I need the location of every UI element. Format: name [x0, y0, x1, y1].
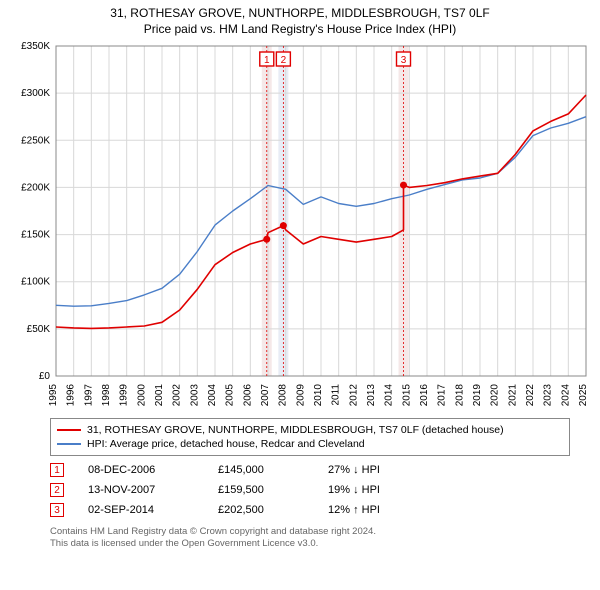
- svg-text:£50K: £50K: [27, 324, 51, 335]
- svg-text:1996: 1996: [66, 384, 77, 407]
- svg-text:£150K: £150K: [21, 230, 50, 241]
- svg-text:£250K: £250K: [21, 135, 50, 146]
- svg-text:2015: 2015: [401, 384, 412, 407]
- svg-text:2016: 2016: [419, 384, 430, 407]
- legend-item-hpi: HPI: Average price, detached house, Redc…: [57, 437, 563, 451]
- transaction-row: 3 02-SEP-2014 £202,500 12% ↑ HPI: [50, 500, 590, 520]
- transaction-price: £159,500: [218, 484, 328, 496]
- legend-item-property: 31, ROTHESAY GROVE, NUNTHORPE, MIDDLESBR…: [57, 423, 563, 437]
- svg-text:2004: 2004: [207, 384, 218, 407]
- svg-text:1995: 1995: [48, 384, 59, 407]
- svg-text:2012: 2012: [348, 384, 359, 407]
- svg-text:£200K: £200K: [21, 182, 50, 193]
- svg-text:£0: £0: [39, 371, 51, 382]
- svg-text:£350K: £350K: [21, 42, 50, 52]
- transaction-price: £202,500: [218, 504, 328, 516]
- svg-text:2011: 2011: [331, 384, 342, 406]
- svg-text:2021: 2021: [507, 384, 518, 407]
- footer-line1: Contains HM Land Registry data © Crown c…: [50, 526, 590, 538]
- transaction-date: 02-SEP-2014: [88, 504, 218, 516]
- transaction-price: £145,000: [218, 464, 328, 476]
- transaction-marker-3: 3: [50, 503, 64, 517]
- price-chart: £0 £50K £100K £150K £200K £250K £300K £350K 1995…: [10, 42, 590, 412]
- transaction-row: 2 13-NOV-2007 £159,500 19% ↓ HPI: [50, 480, 590, 500]
- transaction-diff: 19% ↓ HPI: [328, 484, 448, 496]
- svg-text:2005: 2005: [225, 384, 236, 407]
- svg-text:2003: 2003: [189, 384, 200, 407]
- chart-container: 31, ROTHESAY GROVE, NUNTHORPE, MIDDLESBR…: [0, 0, 600, 590]
- svg-text:2022: 2022: [525, 384, 536, 407]
- transaction-marker-2: 2: [50, 483, 64, 497]
- transaction-date: 13-NOV-2007: [88, 484, 218, 496]
- transaction-diff: 27% ↓ HPI: [328, 464, 448, 476]
- chart-area: £0 £50K £100K £150K £200K £250K £300K £350K 1995…: [10, 42, 590, 412]
- svg-text:2006: 2006: [242, 384, 253, 407]
- svg-text:2010: 2010: [313, 384, 324, 407]
- transactions-table: 1 08-DEC-2006 £145,000 27% ↓ HPI 2 13-NO…: [50, 460, 590, 520]
- svg-text:2017: 2017: [437, 384, 448, 407]
- legend-label-hpi: HPI: Average price, detached house, Redc…: [87, 438, 365, 450]
- svg-text:2002: 2002: [172, 384, 183, 407]
- svg-text:2020: 2020: [490, 384, 501, 407]
- svg-text:1998: 1998: [101, 384, 112, 407]
- svg-text:2023: 2023: [543, 384, 554, 407]
- svg-text:3: 3: [401, 55, 407, 66]
- legend: 31, ROTHESAY GROVE, NUNTHORPE, MIDDLESBR…: [50, 418, 570, 456]
- transaction-diff: 12% ↑ HPI: [328, 504, 448, 516]
- svg-text:2025: 2025: [578, 384, 589, 407]
- chart-title-line2: Price paid vs. HM Land Registry's House …: [10, 22, 590, 36]
- svg-text:1997: 1997: [83, 384, 94, 407]
- transaction-date: 08-DEC-2006: [88, 464, 218, 476]
- footer-line2: This data is licensed under the Open Gov…: [50, 538, 590, 550]
- svg-text:2000: 2000: [136, 384, 147, 407]
- svg-text:2018: 2018: [454, 384, 465, 407]
- legend-label-property: 31, ROTHESAY GROVE, NUNTHORPE, MIDDLESBR…: [87, 424, 504, 436]
- svg-text:2009: 2009: [295, 384, 306, 407]
- svg-text:2007: 2007: [260, 384, 271, 407]
- svg-text:£300K: £300K: [21, 88, 50, 99]
- svg-text:2019: 2019: [472, 384, 483, 407]
- transaction-row: 1 08-DEC-2006 £145,000 27% ↓ HPI: [50, 460, 590, 480]
- transaction-marker-1: 1: [50, 463, 64, 477]
- svg-text:2: 2: [281, 55, 287, 66]
- footer-attribution: Contains HM Land Registry data © Crown c…: [50, 526, 590, 551]
- svg-text:2013: 2013: [366, 384, 377, 407]
- svg-text:1999: 1999: [119, 384, 130, 407]
- svg-text:2001: 2001: [154, 384, 165, 407]
- svg-text:2024: 2024: [560, 384, 571, 407]
- legend-swatch-property: [57, 429, 81, 431]
- legend-swatch-hpi: [57, 443, 81, 445]
- chart-title-line1: 31, ROTHESAY GROVE, NUNTHORPE, MIDDLESBR…: [10, 6, 590, 20]
- svg-text:2014: 2014: [384, 384, 395, 407]
- svg-text:£100K: £100K: [21, 277, 50, 288]
- svg-text:1: 1: [264, 55, 270, 66]
- svg-text:2008: 2008: [278, 384, 289, 407]
